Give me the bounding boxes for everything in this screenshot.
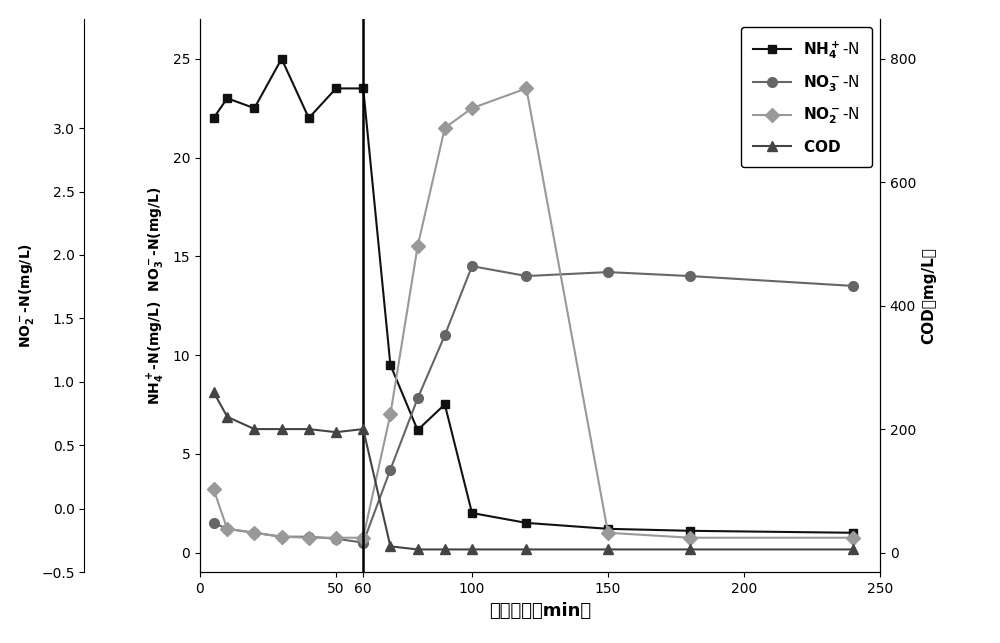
$\mathbf{NO_3^-}$-N bbox=[357, 539, 369, 547]
$\mathbf{NH_4^+}$-N bbox=[221, 95, 233, 102]
$\mathbf{NO_2^-}$-N bbox=[330, 534, 342, 541]
Line: $\mathbf{NO_2^-}$-N: $\mathbf{NO_2^-}$-N bbox=[209, 84, 858, 543]
$\mathbf{NO_2^-}$-N bbox=[248, 529, 260, 537]
$\mathbf{COD}$ bbox=[684, 545, 696, 553]
$\mathbf{NH_4^+}$-N bbox=[276, 55, 288, 62]
$\mathbf{NH_4^+}$-N bbox=[520, 519, 532, 527]
Line: $\mathbf{NH_4^+}$-N: $\mathbf{NH_4^+}$-N bbox=[209, 55, 857, 537]
$\mathbf{NH_4^+}$-N bbox=[208, 114, 220, 122]
X-axis label: 运行时间（min）: 运行时间（min） bbox=[489, 602, 591, 620]
$\mathbf{NO_3^-}$-N bbox=[520, 272, 532, 280]
Line: $\mathbf{NO_3^-}$-N: $\mathbf{NO_3^-}$-N bbox=[209, 261, 858, 547]
$\mathbf{NO_3^-}$-N bbox=[684, 272, 696, 280]
$\mathbf{NO_3^-}$-N bbox=[847, 282, 859, 290]
$\mathbf{COD}$ bbox=[330, 428, 342, 436]
$\mathbf{NO_2^-}$-N bbox=[221, 525, 233, 532]
$\mathbf{NO_2^-}$-N bbox=[276, 533, 288, 541]
$\mathbf{NO_2^-}$-N bbox=[439, 124, 451, 132]
$\mathbf{NH_4^+}$-N bbox=[466, 509, 478, 517]
Y-axis label: $\mathbf{NO_2^-}$-N(mg/L): $\mathbf{NO_2^-}$-N(mg/L) bbox=[17, 243, 36, 349]
$\mathbf{NO_3^-}$-N bbox=[221, 525, 233, 532]
$\mathbf{COD}$ bbox=[248, 425, 260, 433]
$\mathbf{NH_4^+}$-N bbox=[412, 426, 424, 434]
$\mathbf{COD}$ bbox=[847, 545, 859, 553]
$\mathbf{NH_4^+}$-N bbox=[439, 401, 451, 408]
$\mathbf{NO_2^-}$-N bbox=[684, 534, 696, 541]
$\mathbf{COD}$ bbox=[208, 388, 220, 396]
$\mathbf{NH_4^+}$-N bbox=[384, 361, 396, 368]
$\mathbf{COD}$ bbox=[520, 545, 532, 553]
Line: $\mathbf{COD}$: $\mathbf{COD}$ bbox=[209, 387, 858, 554]
$\mathbf{NH_4^+}$-N bbox=[330, 84, 342, 92]
$\mathbf{COD}$ bbox=[303, 425, 315, 433]
$\mathbf{NH_4^+}$-N bbox=[303, 114, 315, 122]
$\mathbf{COD}$ bbox=[602, 545, 614, 553]
$\mathbf{NO_2^-}$-N bbox=[208, 485, 220, 493]
$\mathbf{NO_2^-}$-N bbox=[412, 242, 424, 250]
$\mathbf{NO_3^-}$-N bbox=[602, 268, 614, 276]
$\mathbf{NH_4^+}$-N bbox=[847, 529, 859, 537]
$\mathbf{COD}$ bbox=[384, 543, 396, 550]
$\mathbf{NO_3^-}$-N bbox=[276, 533, 288, 541]
$\mathbf{COD}$ bbox=[412, 545, 424, 553]
$\mathbf{NH_4^+}$-N bbox=[602, 525, 614, 532]
$\mathbf{COD}$ bbox=[466, 545, 478, 553]
$\mathbf{NO_2^-}$-N bbox=[520, 84, 532, 92]
$\mathbf{NO_3^-}$-N bbox=[466, 262, 478, 270]
$\mathbf{NH_4^+}$-N bbox=[684, 527, 696, 535]
$\mathbf{COD}$ bbox=[357, 425, 369, 433]
$\mathbf{NO_3^-}$-N bbox=[303, 533, 315, 541]
Y-axis label: COD（mg/L）: COD（mg/L） bbox=[922, 248, 937, 344]
$\mathbf{NO_2^-}$-N bbox=[303, 534, 315, 541]
Legend: $\mathbf{NH_4^+}$-N, $\mathbf{NO_3^-}$-N, $\mathbf{NO_2^-}$-N, $\mathbf{COD}$: $\mathbf{NH_4^+}$-N, $\mathbf{NO_3^-}$-N… bbox=[741, 27, 872, 167]
$\mathbf{NH_4^+}$-N bbox=[357, 84, 369, 92]
$\mathbf{NO_3^-}$-N bbox=[412, 395, 424, 403]
Y-axis label: $\mathbf{NH_4^+}$-N(mg/L)  $\mathbf{NO_3^-}$-N(mg/L): $\mathbf{NH_4^+}$-N(mg/L) $\mathbf{NO_3^… bbox=[146, 186, 167, 405]
$\mathbf{NO_2^-}$-N bbox=[357, 534, 369, 541]
$\mathbf{NO_3^-}$-N bbox=[208, 519, 220, 527]
$\mathbf{NO_2^-}$-N bbox=[384, 410, 396, 418]
$\mathbf{COD}$ bbox=[439, 545, 451, 553]
$\mathbf{NO_3^-}$-N bbox=[248, 529, 260, 537]
$\mathbf{NO_3^-}$-N bbox=[439, 331, 451, 339]
$\mathbf{NO_3^-}$-N bbox=[384, 466, 396, 473]
$\mathbf{NO_2^-}$-N bbox=[466, 104, 478, 112]
$\mathbf{NO_2^-}$-N bbox=[847, 534, 859, 541]
$\mathbf{COD}$ bbox=[221, 413, 233, 421]
$\mathbf{COD}$ bbox=[276, 425, 288, 433]
$\mathbf{NH_4^+}$-N bbox=[248, 104, 260, 112]
$\mathbf{NO_3^-}$-N bbox=[330, 535, 342, 543]
$\mathbf{NO_2^-}$-N bbox=[602, 529, 614, 537]
